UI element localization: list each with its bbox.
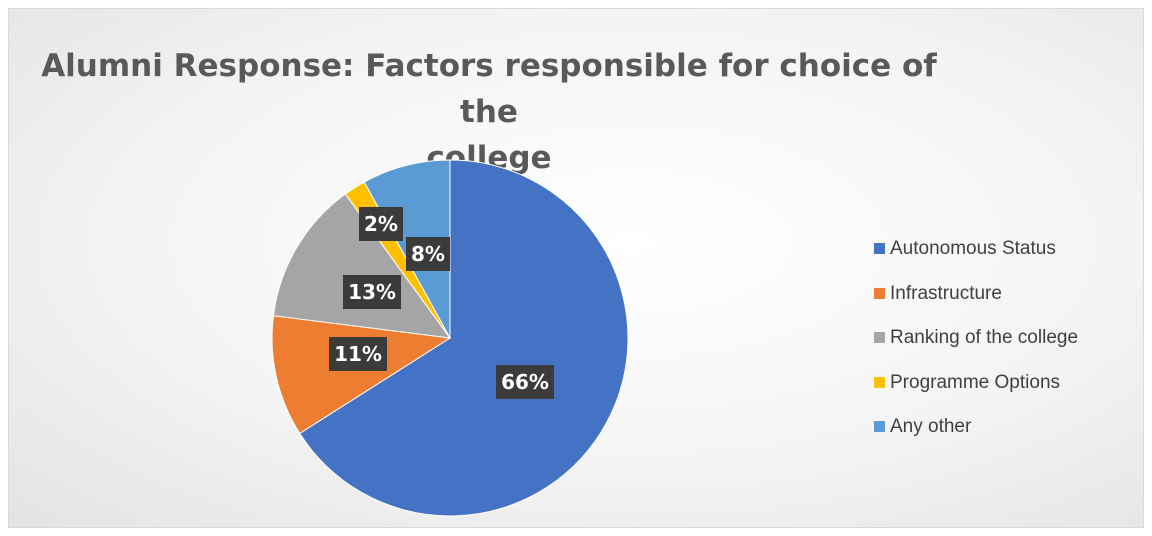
- data-label-box: [359, 207, 403, 241]
- pie-slice-ranking-of-the-college: [272, 193, 452, 339]
- data-labels: 66% 11% 13% 2% 8%: [329, 207, 554, 399]
- pie-slice-autonomous-status: [299, 159, 629, 517]
- data-label-box: [496, 365, 554, 399]
- data-label-programme-options: 2%: [359, 207, 403, 241]
- legend-label: Autonomous Status: [890, 238, 1056, 259]
- legend-swatch: [874, 288, 885, 299]
- data-label-box: [406, 237, 450, 271]
- legend-swatch: [874, 332, 885, 343]
- data-label-box: [329, 337, 387, 371]
- pie-slice-infrastructure: [271, 315, 452, 435]
- legend-swatch: [874, 377, 885, 388]
- data-label-text: 11%: [334, 342, 382, 366]
- data-label-text: 2%: [364, 212, 398, 236]
- data-label-any-other: 8%: [406, 237, 450, 271]
- data-label-text: 8%: [411, 242, 445, 266]
- legend-label: Programme Options: [890, 372, 1061, 393]
- data-label-box: [343, 275, 401, 309]
- data-label-text: 66%: [501, 370, 549, 394]
- legend-label: Infrastructure: [890, 283, 1002, 304]
- legend-swatch: [874, 243, 885, 254]
- legend-label: Any other: [890, 416, 972, 437]
- chart-title-line-1: Alumni Response: Factors responsible for…: [41, 48, 937, 130]
- data-label-text: 13%: [348, 280, 396, 304]
- data-label-ranking-of-the-college: 13%: [343, 275, 401, 309]
- data-label-autonomous-status: 66%: [496, 365, 554, 399]
- data-label-infrastructure: 11%: [329, 337, 387, 371]
- pie-slices: [271, 159, 629, 517]
- legend-swatch: [874, 421, 885, 432]
- legend-label: Ranking of the college: [890, 327, 1079, 348]
